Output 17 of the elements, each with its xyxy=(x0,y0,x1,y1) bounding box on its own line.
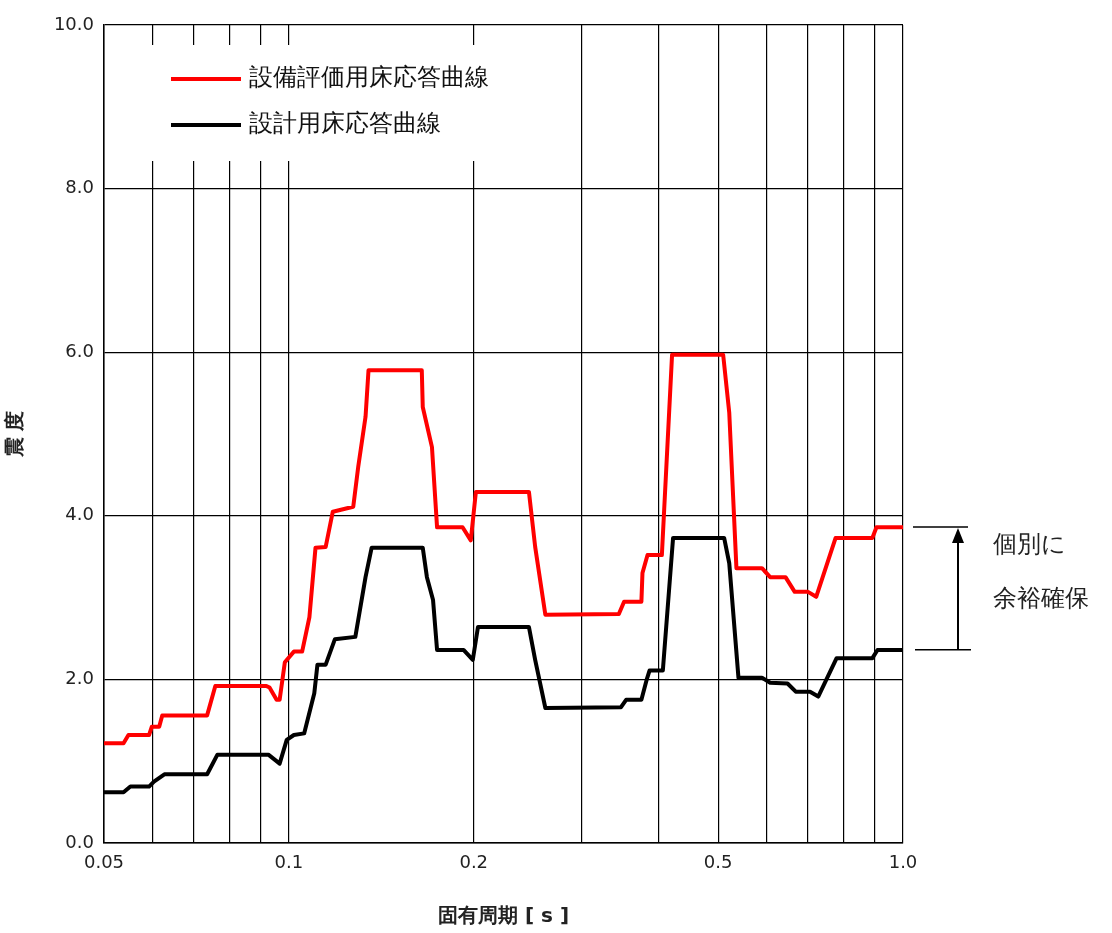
y-axis-title: 震 度 xyxy=(2,410,27,459)
x-tick-label: 0.1 xyxy=(274,851,304,873)
y-tick-label: 8.0 xyxy=(65,176,94,198)
legend-label: 設備評価用床応答曲線 xyxy=(249,63,489,92)
x-axis-title: 固有周期 [ s ] xyxy=(437,903,570,928)
text: 余裕確保 xyxy=(993,584,1089,613)
legend-label: 設計用床応答曲線 xyxy=(249,109,441,138)
y-tick-label: 4.0 xyxy=(65,503,94,525)
y-tick-label: 6.0 xyxy=(65,339,94,361)
x-tick-label: 0.05 xyxy=(83,851,125,873)
y-tick-label: 10.0 xyxy=(53,12,94,34)
text: 個別に xyxy=(993,530,1066,559)
x-tick-label: 0.2 xyxy=(459,851,489,873)
x-tick-label: 0.5 xyxy=(703,851,733,873)
x-tick-label: 1.0 xyxy=(888,851,918,873)
y-tick-label: 0.0 xyxy=(65,830,94,852)
y-tick-label: 2.0 xyxy=(65,667,94,689)
